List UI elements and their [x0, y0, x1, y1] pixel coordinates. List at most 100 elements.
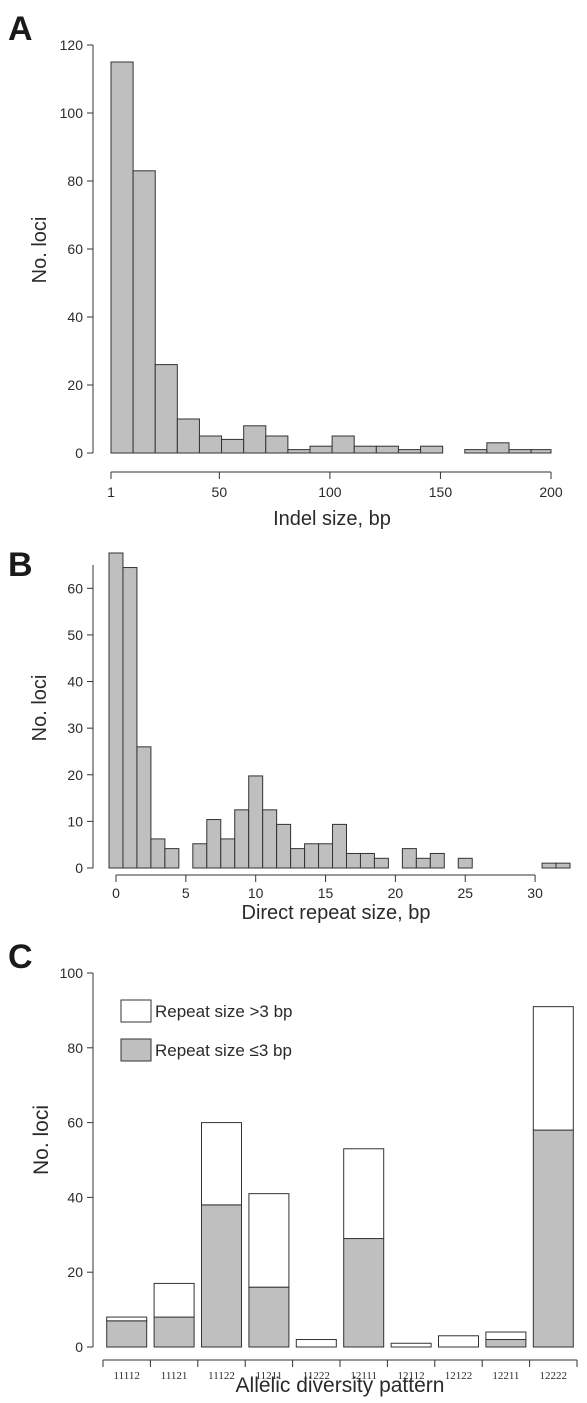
panel-a-letter: A: [8, 10, 33, 48]
panel-b-bar: [108, 552, 124, 869]
panel-a-x-tick-label: 150: [429, 484, 453, 500]
panel-a-bar: [397, 449, 422, 454]
panel-c-x-tick-label: 12211: [492, 1370, 519, 1382]
panel-b-bars: [108, 552, 571, 869]
legend-label-le-3bp: Repeat size ≤3 bp: [155, 1041, 292, 1060]
panel-a-bar: [375, 445, 399, 454]
panel-b-x-tick-label: 0: [112, 885, 120, 901]
panel-c-x-tick-label: 12222: [540, 1370, 568, 1382]
panel-b-bar: [541, 862, 557, 869]
panel-c-bar-le-3bp: [201, 1204, 242, 1348]
panel-c-bar-le-3bp: [153, 1316, 195, 1348]
panel-c-bar-le-3bp: [532, 1129, 574, 1348]
panel-b-bar: [136, 746, 152, 869]
panel-a-y-tick-label: 80: [67, 173, 83, 189]
panel-c-x-axis-title: Allelic diversity pattern: [236, 1374, 445, 1397]
panel-b-bar: [220, 838, 236, 869]
panel-c-y-axis-title: No. loci: [30, 1105, 53, 1175]
panel-a-y-tick-label: 60: [67, 241, 83, 257]
panel-b-x-tick-label: 15: [318, 885, 334, 901]
panel-c-bar-over-3bp: [295, 1339, 337, 1348]
panel-c-bar-over-3bp: [485, 1331, 527, 1341]
panel-c-bar-over-3bp: [390, 1342, 432, 1348]
panel-c-legend: Repeat size >3 bp Repeat size ≤3 bp: [120, 999, 293, 1062]
panel-b-y-tick-label: 30: [67, 720, 83, 736]
panel-a-x-tick-label: 100: [318, 484, 342, 500]
panel-b-y-tick-label: 20: [67, 767, 83, 783]
panel-a-x-tick-label: 200: [539, 484, 563, 500]
panel-a-y-tick-label: 120: [60, 37, 84, 53]
panel-a-bar: [154, 364, 178, 454]
panel-b-y-tick-label: 60: [67, 580, 83, 596]
panel-a-bar: [265, 435, 289, 454]
panel-b-letter: B: [8, 546, 33, 584]
panel-c-x-tick-label: 11211: [256, 1370, 283, 1382]
panel-c-bar-le-3bp: [485, 1339, 527, 1348]
panel-b-bar: [332, 823, 347, 869]
panel-a-y-tick-label: 20: [67, 377, 83, 393]
panel-b-y-tick-label: 50: [67, 627, 83, 643]
panel-c-y-tick-label: 100: [60, 965, 84, 981]
panel-b-x-tick-label: 20: [388, 885, 404, 901]
panel-c-x-tick-label: 12122: [445, 1370, 473, 1382]
panel-c-x-tick-label: 12111: [350, 1370, 377, 1382]
panel-a-bar: [331, 435, 355, 454]
panel-b-bar: [248, 775, 264, 869]
panel-c-x-tick-label: 11122: [208, 1370, 235, 1382]
panel-c-bars: [106, 1006, 574, 1348]
panel-b-bar: [150, 838, 166, 869]
panel-a-bar: [486, 442, 510, 454]
panel-b-bar: [290, 848, 306, 869]
panel-a-y-axis: 0 20 40 60 80 100 120: [60, 37, 94, 461]
panel-c-y-tick-label: 20: [67, 1264, 83, 1280]
panel-b-bar: [304, 843, 320, 869]
panel-a-bar: [464, 449, 488, 454]
panel-b-x-tick-label: 30: [527, 885, 543, 901]
panel-c-y-tick-label: 80: [67, 1040, 83, 1056]
panel-a-bar: [309, 445, 333, 454]
panel-c-bar-over-3bp: [438, 1335, 479, 1348]
panel-b-y-tick-label: 40: [67, 674, 83, 690]
panel-b-bar: [415, 857, 431, 869]
panel-c-y-tick-label: 0: [75, 1339, 83, 1355]
panel-a-bar: [110, 61, 134, 454]
panel-a-bar: [132, 170, 156, 454]
panel-a-bar: [221, 438, 245, 454]
panel-b-bar: [164, 848, 180, 869]
panel-a-x-tick-label: 1: [107, 484, 115, 500]
panel-b-x-tick-label: 10: [248, 885, 264, 901]
panel-b-bar: [234, 809, 250, 869]
panel-c-x-axis: 11112 11121 11122 11211 11222 12111 12112 12122…: [102, 1359, 578, 1382]
panel-b-x-tick-label: 25: [457, 885, 473, 901]
panel-a-bar: [530, 449, 552, 454]
panel-b-bar: [318, 843, 334, 869]
panel-a-bar: [198, 435, 223, 454]
legend-label-over-3bp: Repeat size >3 bp: [155, 1002, 293, 1021]
panel-c-bar-over-3bp: [106, 1316, 148, 1322]
panel-c-y-tick-label: 40: [67, 1189, 83, 1205]
panel-c-x-tick-label: 11112: [114, 1370, 140, 1382]
panel-b-y-axis-title: No. loci: [29, 675, 51, 742]
panel-a-bar: [243, 425, 267, 454]
panel-b: B 0 10 20 30 40 50 60 0 5 10 15 20 25 30 Direct repe…: [8, 546, 571, 924]
panel-a-bar: [420, 445, 444, 454]
panel-b-y-tick-label: 10: [67, 813, 83, 829]
panel-c-bar-over-3bp: [201, 1122, 242, 1206]
panel-b-bar: [401, 848, 417, 869]
panel-c-bar-over-3bp: [248, 1193, 290, 1288]
panel-c-bar-le-3bp: [248, 1286, 290, 1348]
panel-c-bar-le-3bp: [106, 1320, 148, 1348]
panel-a-y-axis-title: No. loci: [29, 217, 51, 284]
panel-b-x-axis-title: Direct repeat size, bp: [242, 902, 431, 924]
panel-c-bar-over-3bp: [532, 1006, 574, 1131]
legend-swatch-le-3bp: [120, 1038, 152, 1062]
panel-a-bar: [287, 449, 311, 454]
panel-c-x-tick-label: 12112: [398, 1370, 425, 1382]
panel-a-y-tick-label: 40: [67, 309, 83, 325]
panel-c-y-tick-label: 60: [67, 1115, 83, 1131]
panel-c-bar-over-3bp: [153, 1282, 195, 1318]
panel-c-bar-over-3bp: [343, 1148, 385, 1240]
panel-b-y-tick-label: 0: [75, 860, 83, 876]
panel-b-bar: [206, 819, 222, 869]
